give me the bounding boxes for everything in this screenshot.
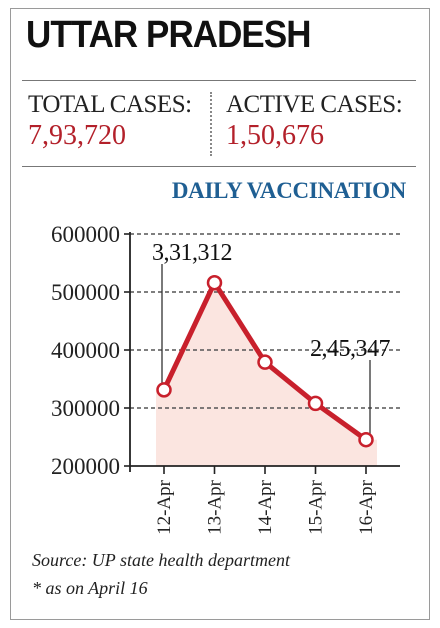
data-point <box>358 431 374 448</box>
stats-divider <box>22 166 416 167</box>
y-tick-label: 400000 <box>51 338 120 363</box>
data-point <box>307 395 324 412</box>
data-label: 2,45,347 <box>310 336 391 362</box>
page-title: UTTAR PRADESH <box>26 14 311 56</box>
data-point <box>156 382 172 398</box>
active-cases-block: ACTIVE CASES: 1,50,676 <box>226 90 403 152</box>
data-point <box>206 274 223 291</box>
source-note: Source: UP state health department <box>32 550 290 570</box>
data-point <box>257 354 273 370</box>
x-tick-label: 12-Apr <box>154 479 175 535</box>
y-tick-label: 200000 <box>51 454 120 479</box>
total-cases-block: TOTAL CASES: 7,93,720 <box>28 90 192 152</box>
x-tick-label: 14-Apr <box>255 479 276 535</box>
total-cases-label: TOTAL CASES: <box>28 91 192 118</box>
chart-title: DAILY VACCINATION <box>171 178 406 203</box>
title-divider <box>22 80 416 81</box>
active-cases-label: ACTIVE CASES: <box>226 91 403 118</box>
date-note: * as on April 16 <box>32 578 148 598</box>
x-tick-label: 13-Apr <box>205 479 226 535</box>
x-tick-label: 15-Apr <box>306 479 327 535</box>
y-tick-label: 500000 <box>51 280 120 305</box>
y-tick-label: 600000 <box>51 222 120 247</box>
total-cases-value: 7,93,720 <box>28 120 126 151</box>
area-fill <box>156 282 377 466</box>
stats-separator <box>210 92 212 156</box>
y-tick-label: 300000 <box>51 396 120 421</box>
data-label: 3,31,312 <box>152 240 232 266</box>
x-tick-label: 16-Apr <box>356 479 377 535</box>
active-cases-value: 1,50,676 <box>226 120 324 151</box>
